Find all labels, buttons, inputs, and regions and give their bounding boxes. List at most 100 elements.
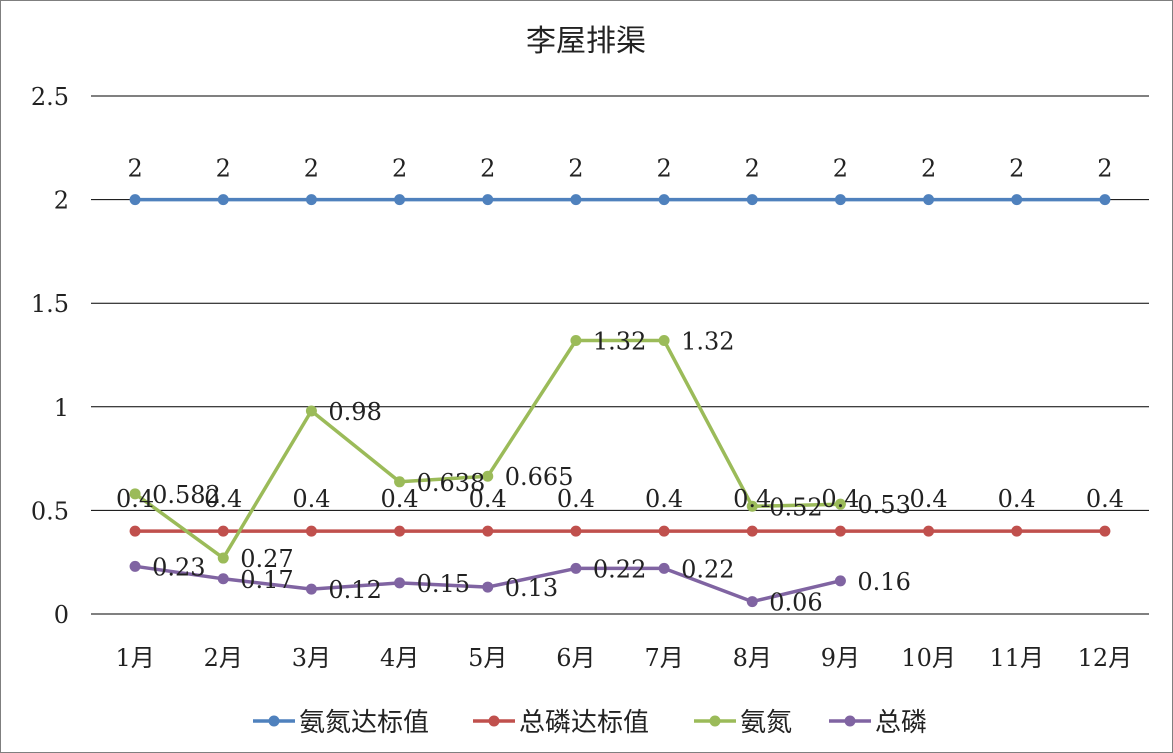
data-label: 0.23: [152, 553, 205, 581]
data-labels: 2 2 2 2 2 2 2 2 2 2 2 20.4 0.4 0.4 0.4 0.4 0.4 0.4 0.4 0.4 0…: [116, 155, 1124, 617]
x-tick-label: 11月: [989, 644, 1044, 672]
data-point-2: [217, 552, 229, 564]
data-label: 0.12: [328, 576, 381, 604]
y-tick-label: 0.5: [31, 497, 69, 525]
data-label: 2: [216, 155, 231, 183]
data-label: 0.4: [204, 485, 242, 513]
data-point-3: [129, 560, 141, 572]
y-axis: 0 0.5 1 1.5 2 2.5: [31, 83, 69, 629]
data-point-1: [658, 525, 670, 537]
data-point-0: [746, 194, 758, 206]
x-axis: 1月 2月 3月 4月 5月 6月 7月 8月 9月 10月 11月 12月: [115, 644, 1132, 672]
y-tick-label: 1.5: [31, 290, 69, 318]
data-label: 0.17: [240, 566, 293, 594]
data-label: 0.4: [292, 485, 330, 513]
data-label: 0.27: [240, 545, 293, 573]
data-label: 0.4: [998, 485, 1036, 513]
data-label: 0.15: [417, 570, 470, 598]
data-label: 0.4: [821, 485, 859, 513]
data-label: 0.22: [593, 555, 646, 583]
data-label: 2: [480, 155, 495, 183]
data-label: 0.52: [769, 493, 822, 521]
data-point-0: [1011, 194, 1023, 206]
data-point-1: [482, 525, 494, 537]
x-tick-label: 2月: [204, 644, 243, 672]
y-tick-label: 1: [54, 394, 69, 422]
x-tick-label: 4月: [380, 644, 419, 672]
data-point-2: [658, 334, 670, 346]
data-label: 2: [745, 155, 760, 183]
legend-swatch-marker: [709, 715, 721, 727]
data-label: 0.4: [1086, 485, 1124, 513]
x-tick-label: 6月: [556, 644, 595, 672]
data-label: 2: [127, 155, 142, 183]
data-label: 2: [1009, 155, 1024, 183]
data-label: 0.4: [380, 485, 418, 513]
data-label: 2: [1097, 155, 1112, 183]
data-label: 0.4: [909, 485, 947, 513]
x-tick-label: 1月: [115, 644, 154, 672]
data-point-1: [570, 525, 582, 537]
data-label: 0.4: [469, 485, 507, 513]
data-point-0: [129, 194, 141, 206]
data-point-0: [1099, 194, 1111, 206]
data-point-2: [482, 470, 494, 482]
data-point-0: [305, 194, 317, 206]
data-point-1: [1011, 525, 1023, 537]
chart-title: 李屋排渠: [526, 24, 646, 59]
data-point-3: [482, 581, 494, 593]
data-point-3: [834, 575, 846, 587]
data-point-2: [394, 476, 406, 488]
data-label: 0.53: [857, 491, 910, 519]
data-point-3: [658, 562, 670, 574]
data-label: 0.98: [328, 398, 381, 426]
x-tick-label: 8月: [733, 644, 772, 672]
data-label: 0.582: [152, 481, 221, 509]
data-label: 2: [392, 155, 407, 183]
data-point-3: [394, 577, 406, 589]
x-tick-label: 10月: [901, 644, 956, 672]
data-point-2: [129, 488, 141, 500]
legend-label: 总磷达标值: [519, 708, 649, 738]
data-point-1: [746, 525, 758, 537]
data-point-1: [394, 525, 406, 537]
data-point-2: [834, 498, 846, 510]
data-point-1: [1099, 525, 1111, 537]
x-tick-label: 3月: [292, 644, 331, 672]
data-label: 0.16: [857, 568, 910, 596]
x-tick-label: 5月: [468, 644, 507, 672]
data-point-2: [570, 334, 582, 346]
y-tick-label: 0: [54, 601, 69, 629]
data-point-1: [305, 525, 317, 537]
legend-swatch-marker: [268, 715, 280, 727]
x-tick-label: 9月: [821, 644, 860, 672]
data-label: 0.06: [769, 589, 822, 617]
data-label: 0.665: [505, 463, 574, 491]
legend-label: 总磷: [875, 708, 927, 738]
data-label: 0.4: [645, 485, 683, 513]
data-point-1: [923, 525, 935, 537]
data-label: 0.4: [116, 485, 154, 513]
series-line-2: [134, 338, 841, 560]
data-label: 1.32: [681, 327, 734, 355]
data-point-0: [217, 194, 229, 206]
data-point-3: [217, 573, 229, 585]
data-label: 1.32: [593, 327, 646, 355]
data-point-2: [746, 500, 758, 512]
data-point-2: [305, 405, 317, 417]
data-point-0: [482, 194, 494, 206]
legend-swatch-marker: [844, 715, 856, 727]
legend-label: 氨氮: [740, 708, 792, 738]
legend-label: 氨氮达标值: [299, 708, 429, 738]
data-label: 0.638: [417, 469, 486, 497]
data-point-0: [923, 194, 935, 206]
legend-swatch-marker: [488, 715, 500, 727]
data-point-1: [129, 525, 141, 537]
data-point-0: [394, 194, 406, 206]
data-point-0: [570, 194, 582, 206]
data-point-0: [834, 194, 846, 206]
x-tick-label: 12月: [1078, 644, 1133, 672]
data-point-0: [658, 194, 670, 206]
